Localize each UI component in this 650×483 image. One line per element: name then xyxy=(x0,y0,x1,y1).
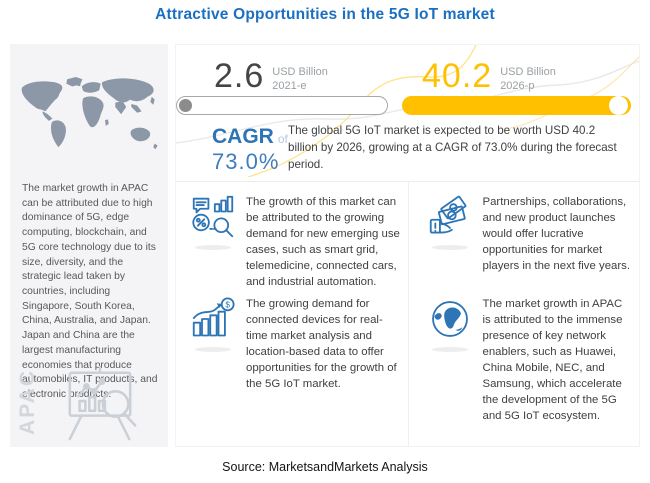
highlight-text: Partnerships, collaborations, and new pr… xyxy=(482,196,631,272)
page-title: Attractive Opportunities in the 5G IoT m… xyxy=(155,6,495,23)
research-easel-icon xyxy=(68,365,137,441)
market-analysis-icon xyxy=(192,195,234,238)
stat-2026-unit: USD Billion xyxy=(500,66,556,78)
highlight-text: The growing demand for connected devices… xyxy=(246,298,397,390)
highlight-grid: The growth of this market can be attribu… xyxy=(176,182,639,446)
icon-shadow xyxy=(431,347,468,352)
cagr-label: CAGR xyxy=(212,125,274,148)
icon-shadow xyxy=(195,245,231,250)
bar-2021 xyxy=(176,96,388,115)
growth-chart-icon: $ xyxy=(192,297,235,337)
stat-2021-unit: USD Billion xyxy=(272,66,328,78)
icon-shadow xyxy=(431,245,468,250)
bar-2026-notch xyxy=(609,96,628,115)
cagr-block: CAGR of xyxy=(212,125,288,149)
stat-2021: 2.6 USD Billion 2021-e xyxy=(214,59,328,94)
apac-description: The market growth in APAC can be attribu… xyxy=(22,183,158,401)
bar-2021-knob xyxy=(179,98,192,112)
stat-2021-value: 2.6 xyxy=(214,57,265,95)
highlight-connected-devices: $ The growing demand for connected devic… xyxy=(176,284,408,446)
stat-2026: 40.2 USD Billion 2026-p xyxy=(422,59,556,94)
svg-text:$: $ xyxy=(225,300,230,309)
apac-sidebar: The market growth in APAC can be attribu… xyxy=(10,44,168,447)
highlight-text: The market growth in APAC is attributed … xyxy=(482,298,623,422)
cagr-value: 73.0% xyxy=(212,149,280,174)
highlight-network-enablers: The market growth in APAC is attributed … xyxy=(407,284,640,446)
stat-2026-year: 2026-p xyxy=(500,79,535,92)
bar-2026 xyxy=(402,96,631,115)
source-note: Source: MarketsandMarkets Analysis xyxy=(222,460,428,474)
section-divider xyxy=(176,181,639,182)
cagr-description: The global 5G IoT market is expected to … xyxy=(288,124,617,171)
highlight-text: The growth of this market can be attribu… xyxy=(246,196,400,288)
cagr-of: of xyxy=(277,132,288,146)
highlight-partnerships: Partnerships, collaborations, and new pr… xyxy=(407,182,640,284)
main-panel: 2.6 USD Billion 2021-e 40.2 USD Billion … xyxy=(175,44,640,447)
highlight-use-cases: The growth of this market can be attribu… xyxy=(176,182,408,288)
money-hand-icon xyxy=(429,195,466,234)
world-map xyxy=(21,77,158,150)
globe-icon xyxy=(431,301,468,337)
sidebar-footer: APAC xyxy=(10,365,168,443)
stat-2021-year: 2021-e xyxy=(272,79,307,92)
stat-2026-value: 40.2 xyxy=(422,57,493,95)
region-label: APAC xyxy=(16,369,39,435)
icon-shadow xyxy=(195,347,231,352)
